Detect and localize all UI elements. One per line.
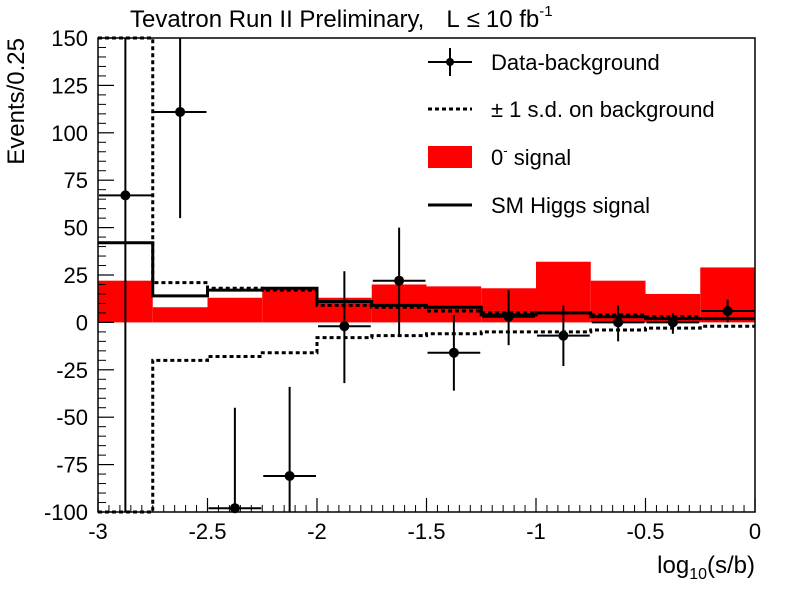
y-tick-label: -100 xyxy=(44,500,88,525)
legend-item-data: Data-background xyxy=(428,48,660,76)
y-tick-label: 25 xyxy=(64,263,88,288)
signal-bar xyxy=(152,307,208,323)
y-tick-label: 75 xyxy=(64,168,88,193)
data-point xyxy=(208,407,262,514)
signal-bar xyxy=(207,297,263,323)
data-point-marker xyxy=(175,106,186,117)
data-point-marker xyxy=(394,275,405,286)
data-point-marker xyxy=(229,503,240,514)
legend-item-sm-higgs: SM Higgs signal xyxy=(428,193,650,218)
legend-item-bkg-sd: ± 1 s.d. on background xyxy=(428,97,715,122)
x-tick-label: -0.5 xyxy=(627,519,665,544)
data-point xyxy=(318,271,371,384)
legend-item-signal: 0- signal xyxy=(428,143,571,170)
data-point xyxy=(153,38,207,219)
data-point-marker xyxy=(613,317,624,328)
data-point-marker xyxy=(722,306,733,317)
x-tick-label: 0 xyxy=(749,519,761,544)
bkg-plus-1sd-line xyxy=(98,36,755,321)
data-point xyxy=(263,386,316,512)
axes: -3 -2.5 -2 -1.5 -1 -0.5 0 -100 -75 -50 -25 0 25 50 75 1… xyxy=(44,26,761,544)
y-tick-label: 0 xyxy=(76,310,88,335)
x-tick-label: -2 xyxy=(307,519,327,544)
legend-sm-higgs-label: SM Higgs signal xyxy=(491,193,650,218)
data-point xyxy=(537,305,590,367)
x-tick-label: -3 xyxy=(88,519,108,544)
data-point-marker xyxy=(339,321,350,332)
legend: Data-background ± 1 s.d. on background 0… xyxy=(428,48,715,218)
bkg-minus-1sd-line xyxy=(98,324,755,514)
legend-data-marker xyxy=(446,58,454,66)
data-point-marker xyxy=(120,190,131,201)
x-tick-label: -1.5 xyxy=(408,519,446,544)
legend-data-label: Data-background xyxy=(491,50,660,75)
data-point xyxy=(99,38,152,512)
background-sd-histograms xyxy=(98,36,755,514)
y-tick-label: 50 xyxy=(64,216,88,241)
y-tick-label: 125 xyxy=(51,73,88,98)
y-tick-label: -75 xyxy=(56,453,88,478)
data-point-marker xyxy=(448,347,459,358)
data-point xyxy=(372,227,426,336)
legend-signal-label: 0- signal xyxy=(491,143,571,170)
data-point xyxy=(646,312,700,334)
legend-signal-swatch xyxy=(428,146,472,168)
data-point-marker xyxy=(284,470,295,481)
data-point xyxy=(427,314,481,391)
chart-title: Tevatron Run II Preliminary, L ≤10 fb-1 xyxy=(130,3,553,33)
data-point-marker xyxy=(503,311,514,322)
sm-higgs-histogram xyxy=(98,241,755,321)
y-tick-label: -50 xyxy=(56,405,88,430)
y-axis-label: Events/0.25 xyxy=(3,38,30,165)
data-point xyxy=(591,305,645,342)
signal-histogram xyxy=(98,261,755,323)
y-tick-label: 150 xyxy=(51,26,88,51)
y-tick-label: -25 xyxy=(56,358,88,383)
data-point-marker xyxy=(558,330,569,341)
data-point xyxy=(482,290,535,346)
data-point-marker xyxy=(667,317,678,328)
x-tick-label: -1 xyxy=(526,519,546,544)
sm-higgs-step-line xyxy=(98,241,755,321)
x-axis-label: log10(s/b) xyxy=(657,552,755,583)
data-point xyxy=(701,299,754,323)
x-tick-label: -2.5 xyxy=(189,519,227,544)
data-points xyxy=(99,38,754,514)
legend-bkg-sd-label: ± 1 s.d. on background xyxy=(491,97,715,122)
y-tick-label: 100 xyxy=(51,121,88,146)
signal-bar xyxy=(262,288,317,323)
